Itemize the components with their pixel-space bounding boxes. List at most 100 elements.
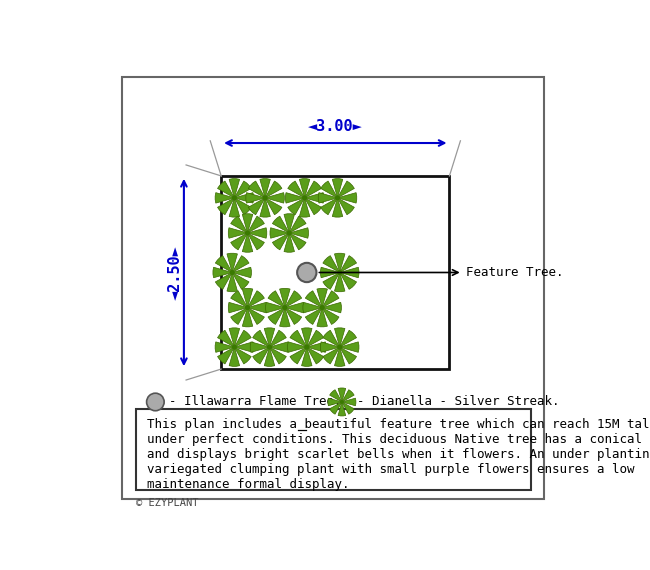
Polygon shape [272, 233, 289, 250]
Polygon shape [270, 342, 289, 352]
Polygon shape [231, 233, 248, 250]
Polygon shape [248, 228, 266, 238]
Polygon shape [235, 342, 254, 352]
Polygon shape [265, 193, 284, 203]
Polygon shape [265, 347, 275, 367]
Polygon shape [320, 342, 340, 352]
Polygon shape [342, 398, 356, 406]
Polygon shape [268, 308, 285, 324]
Polygon shape [332, 198, 343, 217]
Polygon shape [320, 267, 340, 278]
Polygon shape [340, 255, 357, 272]
Polygon shape [260, 178, 270, 198]
Polygon shape [231, 308, 248, 324]
Bar [136, 409, 530, 490]
Text: Feature Tree.: Feature Tree. [465, 266, 563, 279]
Polygon shape [250, 342, 270, 352]
Polygon shape [235, 198, 251, 215]
Polygon shape [270, 330, 287, 347]
Polygon shape [228, 228, 248, 238]
Polygon shape [215, 272, 232, 290]
Text: ◄2.50►: ◄2.50► [168, 245, 183, 300]
Polygon shape [318, 193, 337, 203]
Polygon shape [337, 198, 354, 215]
Text: and displays bright scarlet bells when it flowers. An under planting of a: and displays bright scarlet bells when i… [147, 448, 650, 461]
Polygon shape [328, 398, 342, 406]
Circle shape [232, 196, 237, 201]
Polygon shape [302, 347, 312, 367]
Text: © EZYPLANT: © EZYPLANT [136, 498, 198, 508]
Polygon shape [231, 291, 248, 308]
Bar [221, 176, 449, 369]
Polygon shape [246, 193, 265, 203]
Circle shape [302, 196, 307, 201]
Polygon shape [253, 347, 270, 364]
Polygon shape [265, 198, 282, 215]
Polygon shape [287, 342, 307, 352]
Polygon shape [260, 198, 270, 217]
Circle shape [304, 345, 309, 349]
Polygon shape [338, 388, 346, 402]
Polygon shape [289, 216, 306, 233]
Polygon shape [340, 330, 357, 347]
Polygon shape [265, 181, 282, 198]
Polygon shape [290, 347, 307, 364]
Polygon shape [330, 402, 342, 414]
Polygon shape [340, 267, 359, 278]
Circle shape [287, 230, 292, 235]
Polygon shape [302, 328, 312, 347]
Polygon shape [284, 214, 294, 233]
Polygon shape [248, 216, 265, 233]
Circle shape [337, 345, 342, 349]
Polygon shape [340, 342, 359, 352]
Polygon shape [215, 255, 232, 272]
Polygon shape [340, 347, 357, 364]
Polygon shape [266, 302, 285, 313]
Polygon shape [289, 233, 306, 250]
Circle shape [232, 345, 237, 349]
Circle shape [245, 305, 250, 310]
Polygon shape [248, 181, 265, 198]
Polygon shape [322, 302, 341, 313]
Polygon shape [232, 272, 249, 290]
Polygon shape [332, 178, 343, 198]
Polygon shape [303, 302, 322, 313]
Polygon shape [323, 330, 340, 347]
Circle shape [320, 305, 324, 310]
Polygon shape [322, 308, 339, 324]
Polygon shape [305, 198, 322, 215]
Circle shape [337, 270, 342, 275]
Polygon shape [285, 302, 304, 313]
Polygon shape [305, 181, 322, 198]
Polygon shape [229, 178, 240, 198]
Circle shape [340, 400, 344, 404]
Circle shape [335, 196, 340, 201]
Polygon shape [280, 308, 290, 327]
Text: - Illawarra Flame Tree.: - Illawarra Flame Tree. [168, 396, 341, 409]
Polygon shape [285, 193, 305, 203]
Circle shape [229, 270, 235, 275]
Polygon shape [285, 291, 302, 308]
Polygon shape [242, 288, 253, 308]
Polygon shape [235, 181, 251, 198]
Polygon shape [218, 330, 235, 347]
Polygon shape [242, 233, 253, 252]
Polygon shape [307, 342, 326, 352]
Polygon shape [270, 347, 287, 364]
Polygon shape [242, 214, 253, 233]
Polygon shape [228, 302, 248, 313]
Polygon shape [248, 308, 265, 324]
Polygon shape [323, 255, 340, 272]
Circle shape [297, 263, 317, 282]
Polygon shape [248, 233, 265, 250]
Polygon shape [342, 390, 354, 402]
Polygon shape [335, 253, 345, 272]
Polygon shape [288, 198, 305, 215]
Text: under perfect conditions. This deciduous Native tree has a conical shape: under perfect conditions. This deciduous… [147, 433, 650, 446]
Polygon shape [215, 193, 235, 203]
Polygon shape [231, 216, 248, 233]
Polygon shape [306, 291, 322, 308]
Polygon shape [235, 330, 251, 347]
Polygon shape [229, 198, 240, 217]
Text: - Dianella - Silver Streak.: - Dianella - Silver Streak. [358, 396, 560, 409]
